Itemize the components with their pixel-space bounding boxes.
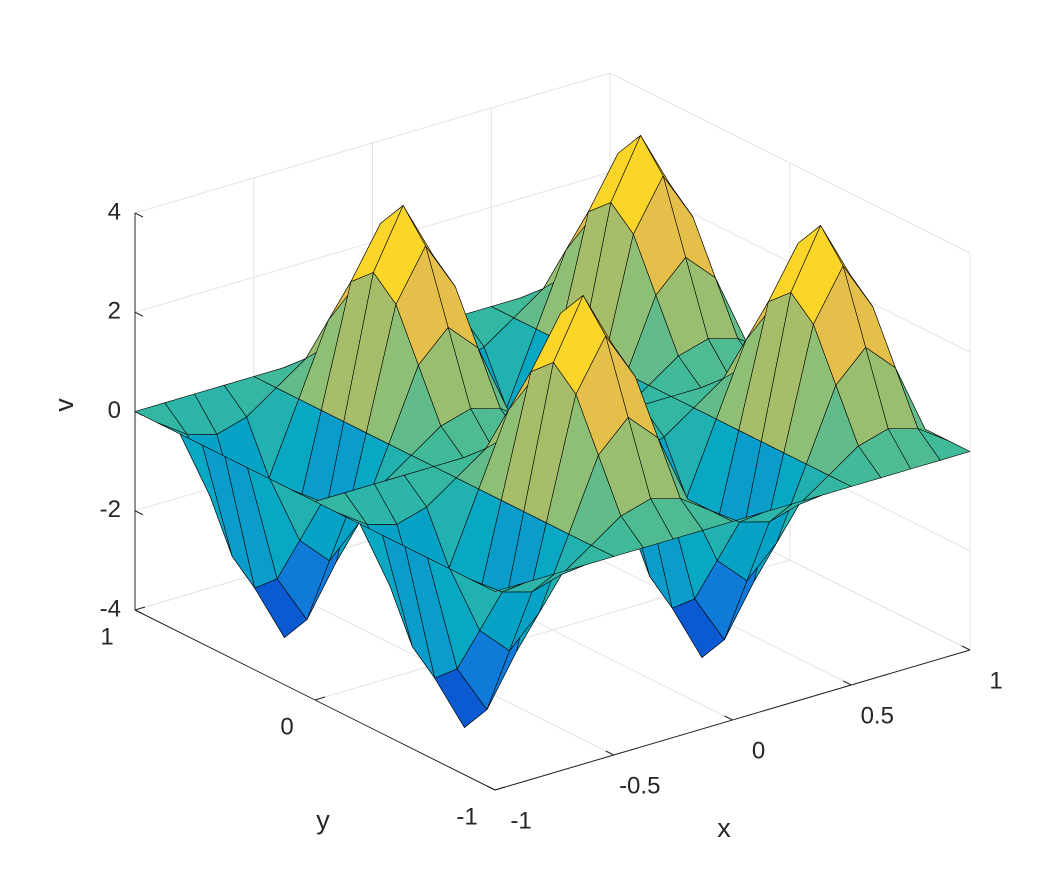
y-tick xyxy=(494,786,506,791)
surface-face xyxy=(472,579,526,593)
z-tick xyxy=(134,212,144,218)
grid-line xyxy=(134,72,611,214)
surface-face xyxy=(790,225,844,325)
x-tick-label: -1 xyxy=(510,807,531,834)
surface-face xyxy=(553,295,606,395)
y-tick xyxy=(314,696,326,701)
z-tick-label: 2 xyxy=(108,298,121,325)
z-tick-label: 0 xyxy=(108,397,121,424)
x-axis-label: x xyxy=(717,813,731,843)
x-tick xyxy=(724,715,733,721)
surface xyxy=(134,135,971,728)
z-tick-label: 4 xyxy=(108,198,121,225)
y-axis-label: y xyxy=(316,805,330,835)
y-tick-label: 1 xyxy=(100,623,113,650)
y-tick xyxy=(134,606,146,611)
surface-face xyxy=(610,135,664,235)
x-tick-label: 0.5 xyxy=(861,702,894,729)
surface-face xyxy=(373,205,426,305)
y-tick-label: -1 xyxy=(456,803,477,830)
x-tick-label: 0 xyxy=(752,737,765,764)
y-tick-label: 0 xyxy=(280,713,293,740)
z-axis-label: v xyxy=(49,398,79,412)
x-tick xyxy=(961,645,971,651)
z-tick xyxy=(134,510,144,516)
z-tick xyxy=(134,609,144,615)
x-tick xyxy=(486,785,496,791)
z-tick xyxy=(134,311,144,317)
x-tick xyxy=(843,680,852,686)
grid-line xyxy=(609,72,971,254)
x-tick-label: 1 xyxy=(989,667,1002,694)
z-tick-label: -4 xyxy=(100,595,121,622)
z-tick-label: -2 xyxy=(100,496,121,523)
x-tick xyxy=(605,750,614,756)
x-tick-label: -0.5 xyxy=(619,772,660,799)
